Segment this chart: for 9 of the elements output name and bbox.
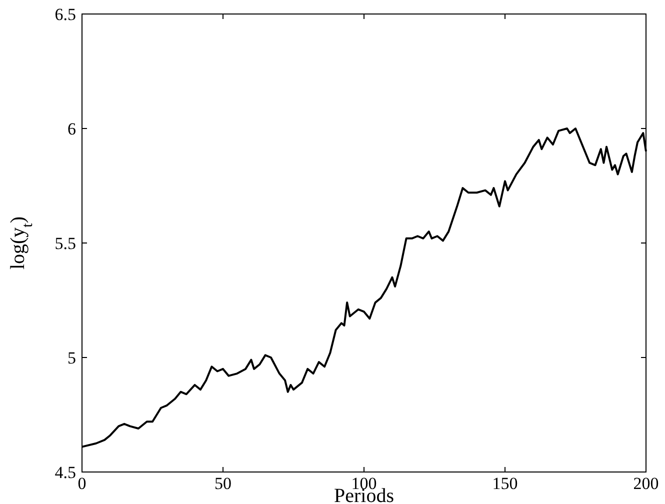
x-tick-label: 50 [214, 474, 232, 493]
y-tick-label: 5 [68, 348, 76, 368]
x-tick-label: 200 [633, 474, 659, 493]
x-tick-label: 0 [78, 474, 86, 493]
y-tick-label: 5.5 [54, 234, 76, 253]
y-tick-label: 6.5 [54, 5, 76, 24]
y-tick-label: 6 [68, 120, 76, 138]
y-tick-label: 4.5 [54, 463, 76, 482]
x-tick-label: 150 [492, 474, 518, 493]
